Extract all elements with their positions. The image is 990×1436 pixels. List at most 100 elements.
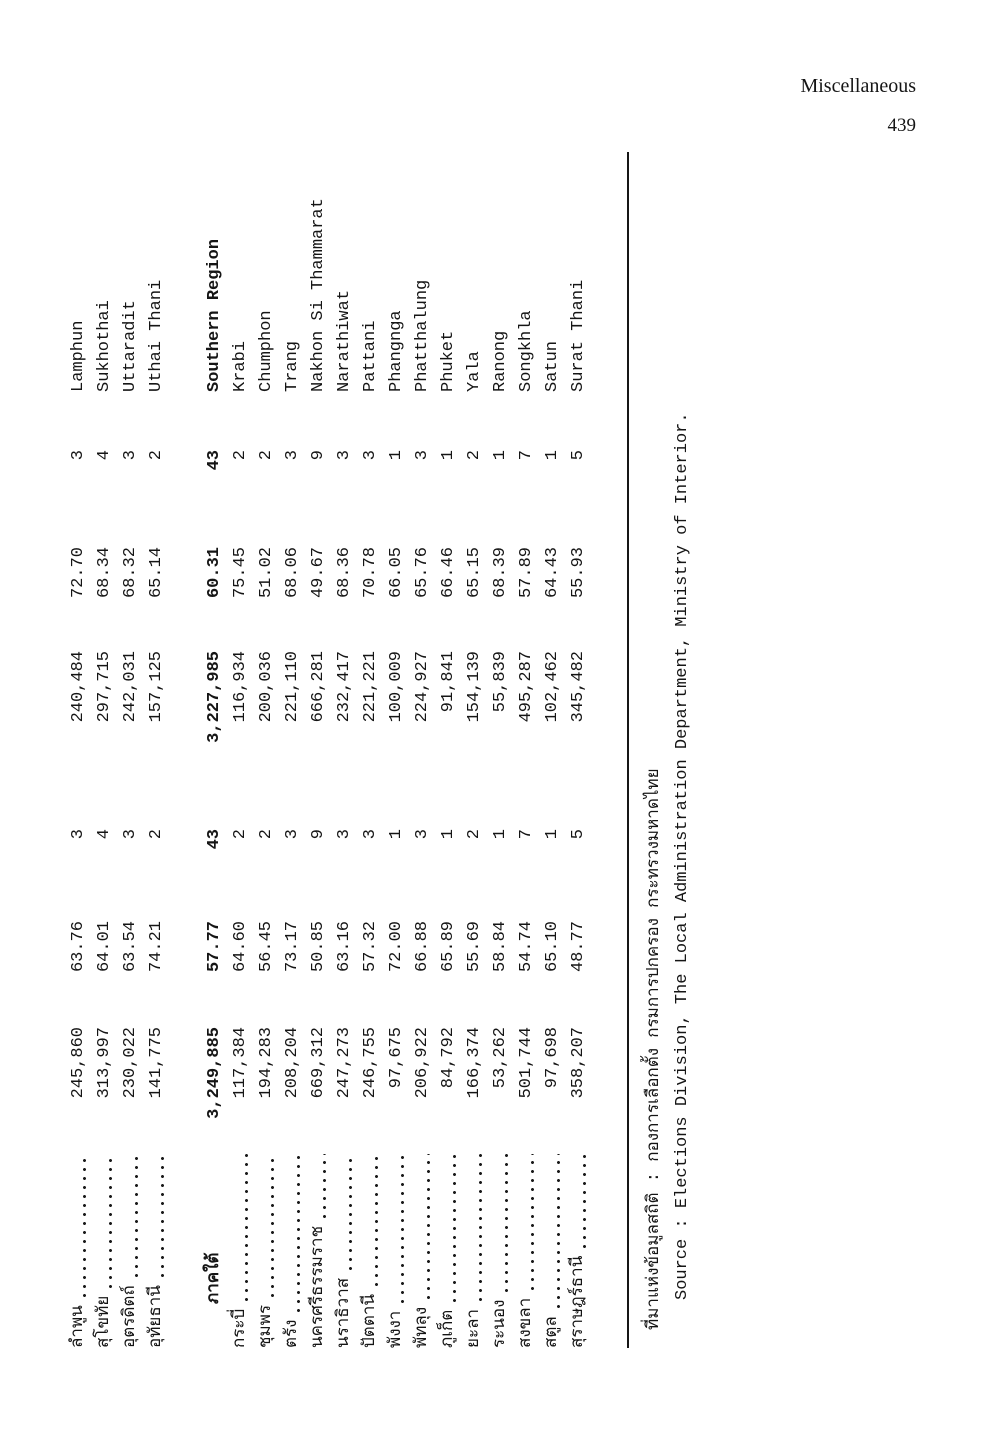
- col1-number-cell: 3,249,885: [205, 1027, 224, 1119]
- province-name-thai-cell: สุราษฎร์ธานี: [563, 1148, 590, 1348]
- col1-number-cell: 117,384: [231, 1027, 250, 1099]
- province-name-english: Pattani: [361, 320, 380, 392]
- table-row: สตูล 97,698 65.10 1 102,462 64.43 1 Satu…: [537, 152, 563, 1348]
- col1-percent-cell: 65.10: [543, 921, 562, 973]
- col1-number-cell: 669,312: [309, 1027, 328, 1099]
- col2-count-cell: 1: [543, 450, 562, 461]
- table-row: อุทัยธานี 141,775 74.21 2 157,125 65.14 …: [141, 152, 167, 1348]
- province-name-english: Sukhothai: [95, 300, 114, 392]
- dotted-leader: [556, 1154, 561, 1312]
- province-name-thai-cell: พัทลุง: [407, 1148, 434, 1348]
- province-name-thai: สุโขทัย: [95, 1295, 114, 1348]
- dotted-leader: [322, 1154, 327, 1221]
- province-name-english: Satun: [543, 340, 562, 392]
- dotted-leader: [452, 1154, 457, 1305]
- col1-number-cell: 358,207: [569, 1027, 588, 1099]
- col1-count-cell: 2: [465, 829, 484, 840]
- col1-count-cell: 2: [231, 829, 250, 840]
- col2-number-cell: 224,927: [413, 651, 432, 723]
- section-label: Miscellaneous: [800, 75, 916, 97]
- col1-percent-cell: 56.45: [257, 921, 276, 973]
- col1-percent-cell: 58.84: [491, 921, 510, 973]
- table-row: พังงา 97,675 72.00 1 100,009 66.05 1 Pha…: [381, 152, 407, 1348]
- province-name-thai-cell: ภาคใต้: [199, 1148, 226, 1348]
- col1-count-cell: 2: [147, 829, 166, 840]
- province-name-english: Phuket: [439, 330, 458, 392]
- col2-number-cell: 221,110: [283, 651, 302, 723]
- dotted-leader: [134, 1154, 139, 1281]
- dotted-leader: [296, 1154, 301, 1315]
- col2-number-cell: 495,287: [517, 651, 536, 723]
- col2-number-cell: 297,715: [95, 651, 114, 723]
- col2-count-cell: 5: [569, 450, 588, 461]
- province-name-thai: สุราษฎร์ธานี: [569, 1255, 588, 1348]
- source-note: ที่มาแห่งข้อมูลสถิติ : กองการเลือกตั้ง ก…: [642, 412, 696, 1348]
- col1-percent-cell: 72.00: [387, 921, 406, 973]
- province-name-thai-cell: อุตรดิตถ์: [115, 1148, 142, 1348]
- table-row: ภูเก็ต 84,792 65.89 1 91,841 66.46 1 Phu…: [433, 152, 459, 1348]
- table-row: ปัตตานี 246,755 57.32 3 221,221 70.78 3 …: [355, 152, 381, 1348]
- dotted-leader: [82, 1154, 87, 1301]
- col2-percent-cell: 49.67: [309, 547, 328, 599]
- province-name-thai-cell: ภูเก็ต: [433, 1148, 460, 1348]
- col2-number-cell: 3,227,985: [205, 651, 224, 743]
- col2-percent-cell: 68.39: [491, 547, 510, 599]
- province-name-english: Phangnga: [387, 310, 406, 392]
- province-name-english: Surat Thani: [569, 279, 588, 392]
- province-name-thai: ยะลา: [465, 1308, 484, 1348]
- province-name-english: Ranong: [491, 330, 510, 392]
- col1-count-cell: 3: [413, 829, 432, 840]
- table-row: ยะลา 166,374 55.69 2 154,139 65.15 2 Yal…: [459, 152, 485, 1348]
- col1-count-cell: 43: [205, 829, 224, 850]
- col1-number-cell: 84,792: [439, 1027, 458, 1089]
- col1-number-cell: 97,675: [387, 1027, 406, 1089]
- province-name-thai: พัทลุง: [413, 1306, 432, 1348]
- col1-percent-cell: 57.77: [205, 921, 224, 973]
- source-note-thai: ที่มาแห่งข้อมูลสถิติ : กองการเลือกตั้ง ก…: [645, 768, 664, 1330]
- province-name-thai: สตูล: [543, 1316, 562, 1348]
- col1-percent-cell: 64.01: [95, 921, 114, 973]
- province-name-thai-cell: ชุมพร: [251, 1148, 278, 1348]
- province-name-english: Chumphon: [257, 310, 276, 392]
- col2-number-cell: 232,417: [335, 651, 354, 723]
- table-row: กระบี่ 117,384 64.60 2 116,934 75.45 2 K…: [225, 152, 251, 1348]
- col2-percent-cell: 65.76: [413, 547, 432, 599]
- province-name-thai-cell: สงขลา: [511, 1148, 538, 1348]
- province-name-thai: พังงา: [387, 1310, 406, 1348]
- col2-count-cell: 43: [205, 450, 224, 471]
- col2-number-cell: 55,839: [491, 651, 510, 713]
- table-row: สุราษฎร์ธานี 358,207 48.77 5 345,482 55.…: [563, 152, 589, 1348]
- col1-number-cell: 230,022: [121, 1027, 140, 1099]
- col1-number-cell: 97,698: [543, 1027, 562, 1089]
- col2-percent-cell: 68.36: [335, 547, 354, 599]
- province-name-english: Phatthalung: [413, 279, 432, 392]
- province-name-thai-cell: ยะลา: [459, 1148, 486, 1348]
- province-name-english: Lamphun: [69, 320, 88, 392]
- col2-number-cell: 200,036: [257, 651, 276, 723]
- table-row: ตรัง 208,204 73.17 3 221,110 68.06 3 Tra…: [277, 152, 303, 1348]
- col1-percent-cell: 55.69: [465, 921, 484, 973]
- col1-percent-cell: 63.76: [69, 921, 88, 973]
- col1-number-cell: 247,273: [335, 1027, 354, 1099]
- col2-count-cell: 1: [491, 450, 510, 461]
- col1-percent-cell: 73.17: [283, 921, 302, 973]
- col2-percent-cell: 66.46: [439, 547, 458, 599]
- col2-count-cell: 9: [309, 450, 328, 461]
- col2-count-cell: 4: [95, 450, 114, 461]
- province-name-thai-cell: กระบี่: [225, 1148, 252, 1348]
- col2-percent-cell: 65.14: [147, 547, 166, 599]
- col2-count-cell: 3: [69, 450, 88, 461]
- province-name-thai: ปัตตานี: [361, 1293, 380, 1348]
- col1-number-cell: 166,374: [465, 1027, 484, 1099]
- col2-number-cell: 157,125: [147, 651, 166, 723]
- col1-percent-cell: 66.88: [413, 921, 432, 973]
- col2-count-cell: 1: [439, 450, 458, 461]
- province-name-thai: ภูเก็ต: [439, 1309, 458, 1348]
- table-row: ภาคใต้ 3,249,885 57.77 43 3,227,985 60.3…: [199, 152, 225, 1348]
- col2-number-cell: 91,841: [439, 651, 458, 713]
- province-name-english: Krabi: [231, 340, 250, 392]
- col1-count-cell: 7: [517, 829, 536, 840]
- col1-percent-cell: 63.16: [335, 921, 354, 973]
